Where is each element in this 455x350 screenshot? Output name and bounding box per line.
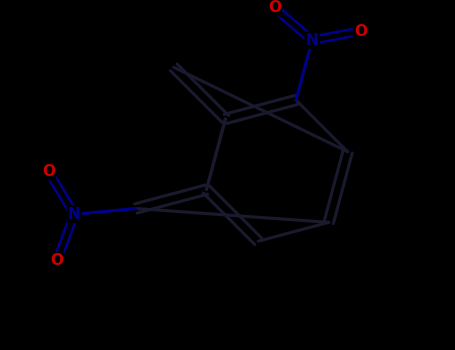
Text: O: O: [42, 164, 55, 180]
Text: O: O: [354, 23, 367, 38]
Text: O: O: [268, 0, 281, 15]
Text: N: N: [306, 33, 318, 48]
Text: N: N: [68, 207, 81, 222]
Text: O: O: [51, 253, 64, 268]
